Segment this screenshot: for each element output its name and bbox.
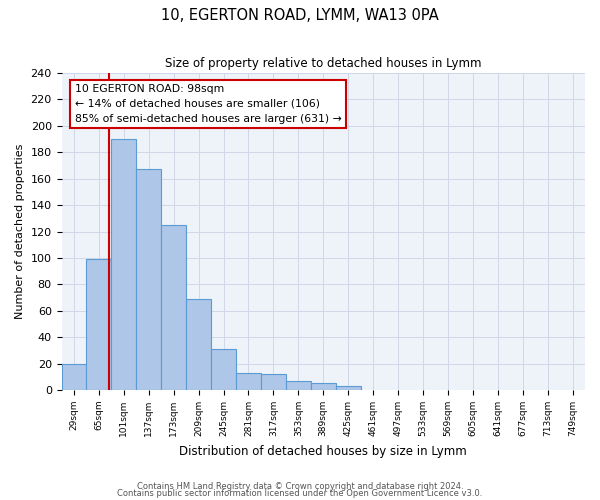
Bar	[311, 384, 336, 390]
Bar	[236, 373, 261, 390]
Bar	[286, 381, 311, 390]
Text: Contains HM Land Registry data © Crown copyright and database right 2024.: Contains HM Land Registry data © Crown c…	[137, 482, 463, 491]
Text: Contains public sector information licensed under the Open Government Licence v3: Contains public sector information licen…	[118, 490, 482, 498]
Bar	[211, 349, 236, 390]
Bar	[112, 139, 136, 390]
X-axis label: Distribution of detached houses by size in Lymm: Distribution of detached houses by size …	[179, 444, 467, 458]
Bar	[86, 260, 112, 390]
Bar	[62, 364, 86, 390]
Bar	[161, 225, 186, 390]
Bar	[261, 374, 286, 390]
Bar	[186, 299, 211, 390]
Text: 10 EGERTON ROAD: 98sqm
← 14% of detached houses are smaller (106)
85% of semi-de: 10 EGERTON ROAD: 98sqm ← 14% of detached…	[74, 84, 341, 124]
Y-axis label: Number of detached properties: Number of detached properties	[15, 144, 25, 320]
Text: 10, EGERTON ROAD, LYMM, WA13 0PA: 10, EGERTON ROAD, LYMM, WA13 0PA	[161, 8, 439, 22]
Bar	[336, 386, 361, 390]
Bar	[136, 170, 161, 390]
Title: Size of property relative to detached houses in Lymm: Size of property relative to detached ho…	[165, 58, 482, 70]
